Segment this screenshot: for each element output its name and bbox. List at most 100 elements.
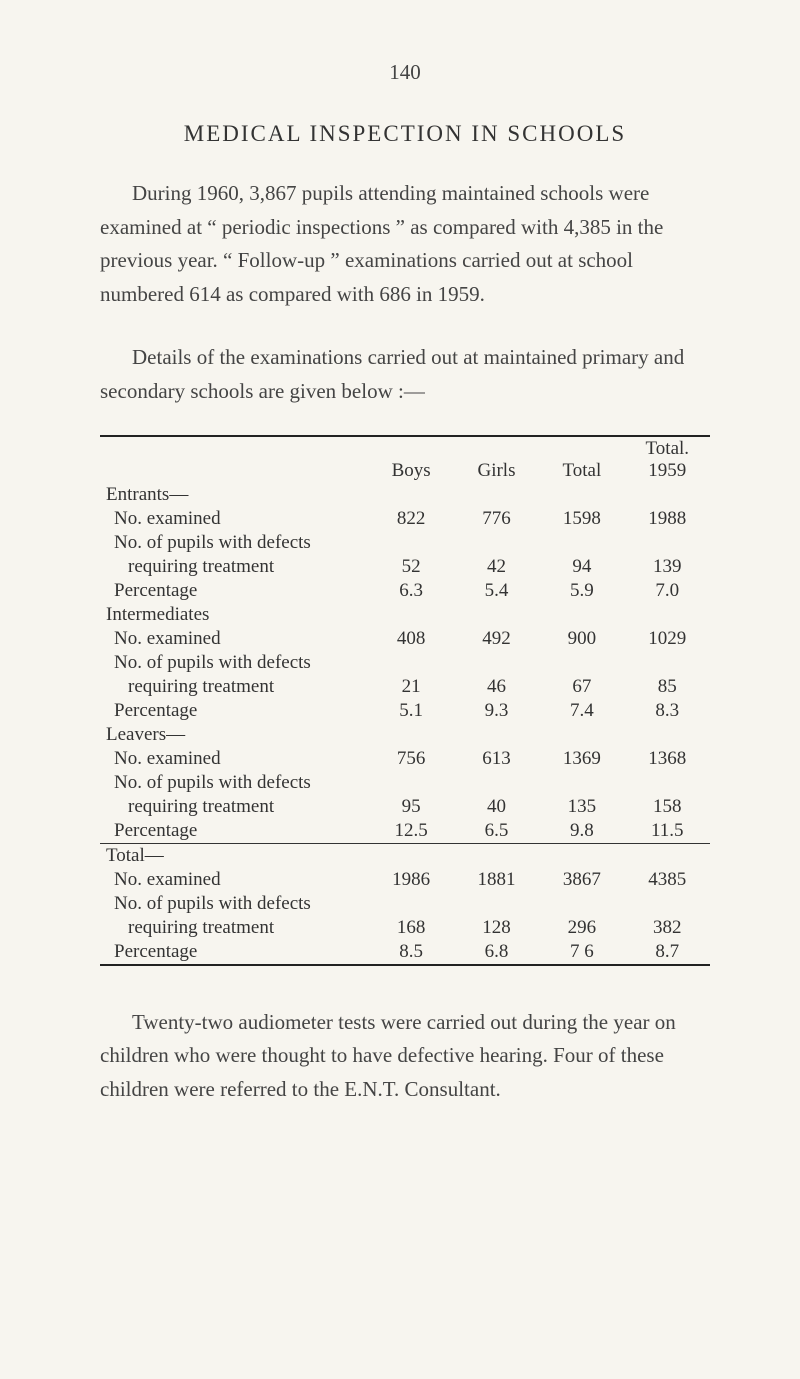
cell-total: 1598 — [539, 507, 624, 531]
cell-total: 67 — [539, 675, 624, 699]
cell-t1959: 1368 — [625, 747, 710, 771]
cell-total: 7 6 — [539, 940, 624, 965]
cell-girls: 9.3 — [454, 699, 539, 723]
cell-boys — [368, 771, 453, 795]
cell-t1959: 1029 — [625, 627, 710, 651]
section-name: Entrants— — [100, 483, 368, 507]
table-row: No. examined75661313691368 — [100, 747, 710, 771]
cell-boys — [368, 892, 453, 916]
row-label: No. of pupils with defects — [100, 651, 368, 675]
cell-t1959: 85 — [625, 675, 710, 699]
paragraph-2-text: Details of the examinations carried out … — [100, 345, 684, 403]
cell-t1959 — [625, 531, 710, 555]
cell-boys — [368, 531, 453, 555]
cell-girls: 6.8 — [454, 940, 539, 965]
row-label: No. of pupils with defects — [100, 771, 368, 795]
cell-t1959: 139 — [625, 555, 710, 579]
cell-empty — [368, 603, 453, 627]
table-row: No. examined82277615981988 — [100, 507, 710, 531]
cell-empty — [368, 483, 453, 507]
row-label: No. examined — [100, 507, 368, 531]
cell-t1959: 158 — [625, 795, 710, 819]
cell-boys — [368, 651, 453, 675]
cell-boys: 408 — [368, 627, 453, 651]
cell-girls — [454, 531, 539, 555]
cell-boys: 756 — [368, 747, 453, 771]
table-row: requiring treatment9540135158 — [100, 795, 710, 819]
cell-boys: 168 — [368, 916, 453, 940]
table-row: No. of pupils with defects — [100, 771, 710, 795]
page-number: 140 — [100, 60, 710, 85]
section-name: Leavers— — [100, 723, 368, 747]
table-section-header: Intermediates — [100, 603, 710, 627]
cell-girls: 128 — [454, 916, 539, 940]
cell-total — [539, 651, 624, 675]
cell-total: 1369 — [539, 747, 624, 771]
cell-t1959: 8.3 — [625, 699, 710, 723]
table-row: Percentage6.35.45.97.0 — [100, 579, 710, 603]
row-label: Percentage — [100, 699, 368, 723]
row-label: No. of pupils with defects — [100, 892, 368, 916]
row-label: requiring treatment — [100, 916, 368, 940]
cell-girls: 1881 — [454, 868, 539, 892]
cell-girls: 613 — [454, 747, 539, 771]
table-section-header: Leavers— — [100, 723, 710, 747]
cell-total: 5.9 — [539, 579, 624, 603]
cell-girls: 42 — [454, 555, 539, 579]
paragraph-2: Details of the examinations carried out … — [100, 341, 710, 408]
row-label: No. examined — [100, 627, 368, 651]
row-label: No. examined — [100, 868, 368, 892]
cell-empty — [368, 843, 453, 868]
table-row: No. of pupils with defects — [100, 892, 710, 916]
table-row: Percentage12.56.59.811.5 — [100, 819, 710, 844]
cell-total: 3867 — [539, 868, 624, 892]
cell-t1959: 1988 — [625, 507, 710, 531]
row-label: Percentage — [100, 819, 368, 844]
table-row: No. of pupils with defects — [100, 531, 710, 555]
cell-girls: 40 — [454, 795, 539, 819]
row-label: requiring treatment — [100, 675, 368, 699]
row-label: No. of pupils with defects — [100, 531, 368, 555]
table-row: requiring treatment524294139 — [100, 555, 710, 579]
cell-t1959 — [625, 651, 710, 675]
cell-t1959: 11.5 — [625, 819, 710, 844]
cell-empty — [454, 723, 539, 747]
row-label: No. examined — [100, 747, 368, 771]
cell-girls — [454, 651, 539, 675]
cell-girls: 492 — [454, 627, 539, 651]
cell-empty — [454, 483, 539, 507]
cell-t1959: 382 — [625, 916, 710, 940]
row-label: requiring treatment — [100, 555, 368, 579]
table-header-total1959: Total. 1959 — [625, 436, 710, 483]
section-name: Total— — [100, 843, 368, 868]
cell-empty — [454, 603, 539, 627]
table-header-row: Boys Girls Total Total. 1959 — [100, 436, 710, 483]
section-name: Intermediates — [100, 603, 368, 627]
cell-empty — [625, 723, 710, 747]
cell-t1959 — [625, 771, 710, 795]
table-row: Percentage5.19.37.48.3 — [100, 699, 710, 723]
cell-boys: 822 — [368, 507, 453, 531]
table-section-header: Total— — [100, 843, 710, 868]
paragraph-3: Twenty-two audiometer tests were carried… — [100, 1006, 710, 1107]
table-row: No. of pupils with defects — [100, 651, 710, 675]
cell-total: 296 — [539, 916, 624, 940]
page-title: MEDICAL INSPECTION IN SCHOOLS — [100, 121, 710, 147]
table-header-total: Total — [539, 436, 624, 483]
cell-girls: 46 — [454, 675, 539, 699]
cell-total: 9.8 — [539, 819, 624, 844]
cell-boys: 95 — [368, 795, 453, 819]
table-header-girls: Girls — [454, 436, 539, 483]
paragraph-1-text: During 1960, 3,867 pupils attending main… — [100, 181, 663, 306]
table-row: No. examined1986188138674385 — [100, 868, 710, 892]
cell-boys: 52 — [368, 555, 453, 579]
cell-girls: 776 — [454, 507, 539, 531]
cell-empty — [625, 483, 710, 507]
cell-empty — [454, 843, 539, 868]
cell-girls: 6.5 — [454, 819, 539, 844]
cell-total: 7.4 — [539, 699, 624, 723]
table-row: requiring treatment21466785 — [100, 675, 710, 699]
cell-boys: 1986 — [368, 868, 453, 892]
table-header-boys: Boys — [368, 436, 453, 483]
cell-empty — [539, 723, 624, 747]
